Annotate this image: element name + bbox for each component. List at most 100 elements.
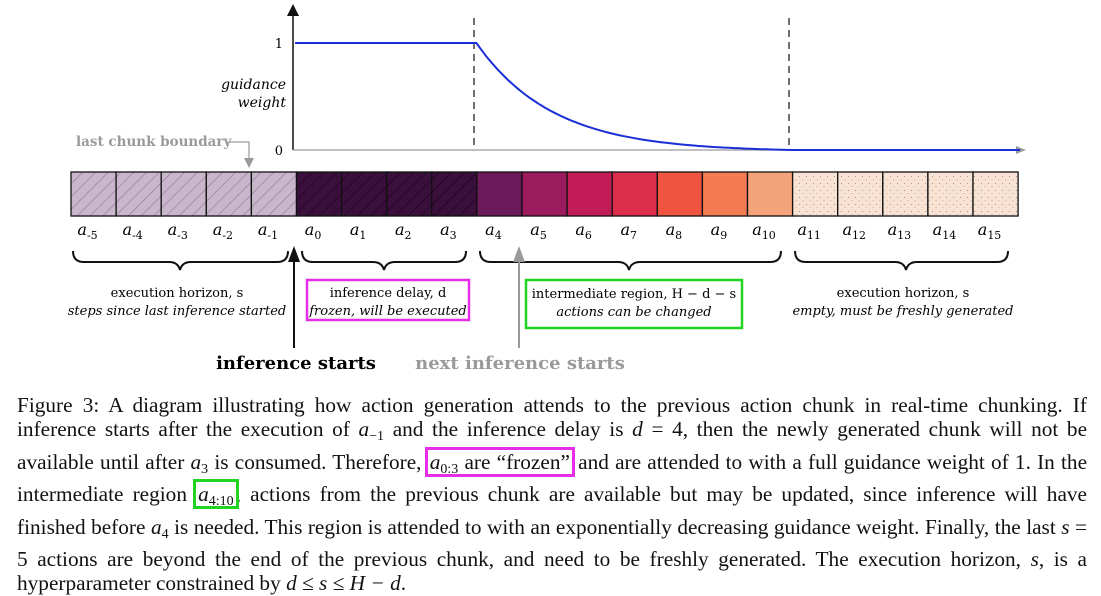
next-inference-starts-label: next inference starts xyxy=(415,353,625,374)
brace-execution-left xyxy=(72,250,289,271)
action-label-0: a0 xyxy=(305,220,322,242)
caption-text-11: . xyxy=(400,571,407,596)
intermediate-region-line2: actions can be changed xyxy=(556,305,711,320)
action-label-15: a15 xyxy=(978,220,1002,242)
action-chunk-cells xyxy=(70,171,1019,217)
action-cell-0 xyxy=(295,171,343,217)
action-cell-3 xyxy=(431,171,478,217)
caption-text-1: A diagram illustrating how action genera… xyxy=(17,393,1087,442)
action-cell-12 xyxy=(837,171,884,217)
execution-horizon-left-line1: execution horizon, s xyxy=(111,286,244,301)
execution-horizon-right-line1: execution horizon, s xyxy=(837,286,970,301)
boundary-pointer xyxy=(228,141,250,160)
boundary-pointer-head xyxy=(244,158,254,168)
caption-text-6: and are attended to with a full guidance… xyxy=(17,449,1088,507)
action-label-7: a7 xyxy=(620,220,637,242)
y-tick-0: 0 xyxy=(275,144,283,159)
caption-math-a: a xyxy=(358,417,370,442)
action-cell-11 xyxy=(791,171,839,217)
action-cell-10 xyxy=(746,171,794,217)
caption-math-d: d xyxy=(632,417,643,442)
action-label--1: a-1 xyxy=(258,220,278,242)
action-cell-9 xyxy=(701,171,749,217)
brace-intermediate xyxy=(479,250,782,271)
action-label-4: a4 xyxy=(485,220,502,242)
action-cell--4 xyxy=(115,171,162,217)
inference-delay-line2: frozen, will be executed xyxy=(308,304,467,319)
guidance-weight-curve xyxy=(295,42,1020,151)
action-label-12: a12 xyxy=(842,220,866,242)
action-cell-8 xyxy=(656,171,704,217)
action-cell-5 xyxy=(521,171,568,217)
caption-math-sub: 4 xyxy=(161,526,169,542)
inference-delay-line1: inference delay, d xyxy=(330,286,447,301)
action-label-11: a11 xyxy=(797,220,821,242)
caption-text-5: are “frozen” xyxy=(464,449,570,474)
next-inference-starts-arrowhead xyxy=(513,246,525,262)
action-cell-7 xyxy=(611,171,658,217)
caption-math-s: s xyxy=(1061,514,1070,539)
action-label-8: a8 xyxy=(666,220,683,242)
action-label-1: a1 xyxy=(350,220,367,242)
y-axis-label-line1: guidance xyxy=(221,77,286,93)
brace-execution-right xyxy=(794,250,1009,271)
action-label--2: a-2 xyxy=(213,220,233,242)
y-axis-label-line2: weight xyxy=(238,95,287,111)
caption-math-sub: −1 xyxy=(369,429,385,445)
y-tick-1: 1 xyxy=(275,37,283,52)
caption-math-s: s xyxy=(1030,547,1039,572)
caption-text-3: = 4, then the newly generated chunk will… xyxy=(17,417,1088,474)
inference-delay-box xyxy=(305,278,471,322)
action-label-9: a9 xyxy=(711,220,728,242)
action-label--4: a-4 xyxy=(123,220,143,242)
intermediate-region-line1: intermediate region, H − d − s xyxy=(532,287,736,302)
inference-starts-label: inference starts xyxy=(216,353,376,374)
action-label-14: a14 xyxy=(933,220,957,242)
action-cell--2 xyxy=(205,171,253,217)
action-label-13: a13 xyxy=(888,220,912,242)
action-cell-6 xyxy=(566,171,613,217)
caption-text-2: and the inference delay is xyxy=(392,417,624,442)
brace-inference-delay xyxy=(301,250,467,271)
caption-text-8: is needed. This region is attended to wi… xyxy=(174,514,1056,539)
caption-math-sub: 4:10 xyxy=(208,494,234,510)
caption-text-4: is consumed. Therefore, xyxy=(214,449,422,474)
caption-frozen-highlight: a0:3 are “frozen” xyxy=(424,446,575,477)
action-label-3: a3 xyxy=(440,220,457,242)
action-label--5: a-5 xyxy=(77,220,97,242)
caption-math-constraint: d ≤ s ≤ H − d xyxy=(286,571,401,596)
caption-math-a: a xyxy=(429,449,441,474)
action-label-6: a6 xyxy=(575,220,592,242)
action-label-2: a2 xyxy=(395,220,412,242)
caption-math-sub: 3 xyxy=(201,461,209,477)
intermediate-region-box xyxy=(524,278,744,330)
action-cell--3 xyxy=(160,171,207,217)
execution-horizon-right-line2: empty, must be freshly generated xyxy=(792,304,1013,319)
x-axis-arrow xyxy=(1016,146,1026,154)
action-label--3: a-3 xyxy=(168,220,188,242)
caption-math-sub: 0:3 xyxy=(440,461,459,477)
caption-text-9: = 5 actions are beyond the end of the pr… xyxy=(17,514,1088,572)
action-cell--5 xyxy=(70,171,117,217)
action-label-5: a5 xyxy=(530,220,547,242)
caption-text-10: , is a hyperparameter constrained by xyxy=(17,547,1087,596)
action-cell-14 xyxy=(927,171,974,217)
execution-horizon-left-line2: steps since last inference started xyxy=(68,304,286,319)
caption-math-a: a xyxy=(190,449,202,474)
action-labels: a-5 a-4 a-3 a-2 a-1 a0 a1 a2 a3 a4 a5 a6 a7 a8 a9 a10 a1… xyxy=(77,220,1001,242)
action-cell-15 xyxy=(972,171,1019,217)
figure-caption: Figure 3: A diagram illustrating how act… xyxy=(17,393,1087,596)
inference-starts-arrowhead xyxy=(288,246,300,262)
last-chunk-boundary-label: last chunk boundary xyxy=(76,134,233,150)
caption-figure-label: Figure 3: xyxy=(17,393,100,417)
caption-text-7: , actions from the previous chunk are av… xyxy=(17,482,1087,539)
caption-intermediate-highlight: a4:10 xyxy=(193,479,239,510)
action-cell-4 xyxy=(476,171,523,217)
caption-math-a: a xyxy=(198,482,209,507)
action-label-10: a10 xyxy=(752,220,776,242)
action-cell-13 xyxy=(882,171,929,217)
action-cell-2 xyxy=(386,171,433,217)
diagram-figure: 1 0 guidance weight last chunk boundary … xyxy=(68,4,1026,374)
action-cell--1 xyxy=(250,171,298,217)
caption-math-a: a xyxy=(150,514,162,539)
